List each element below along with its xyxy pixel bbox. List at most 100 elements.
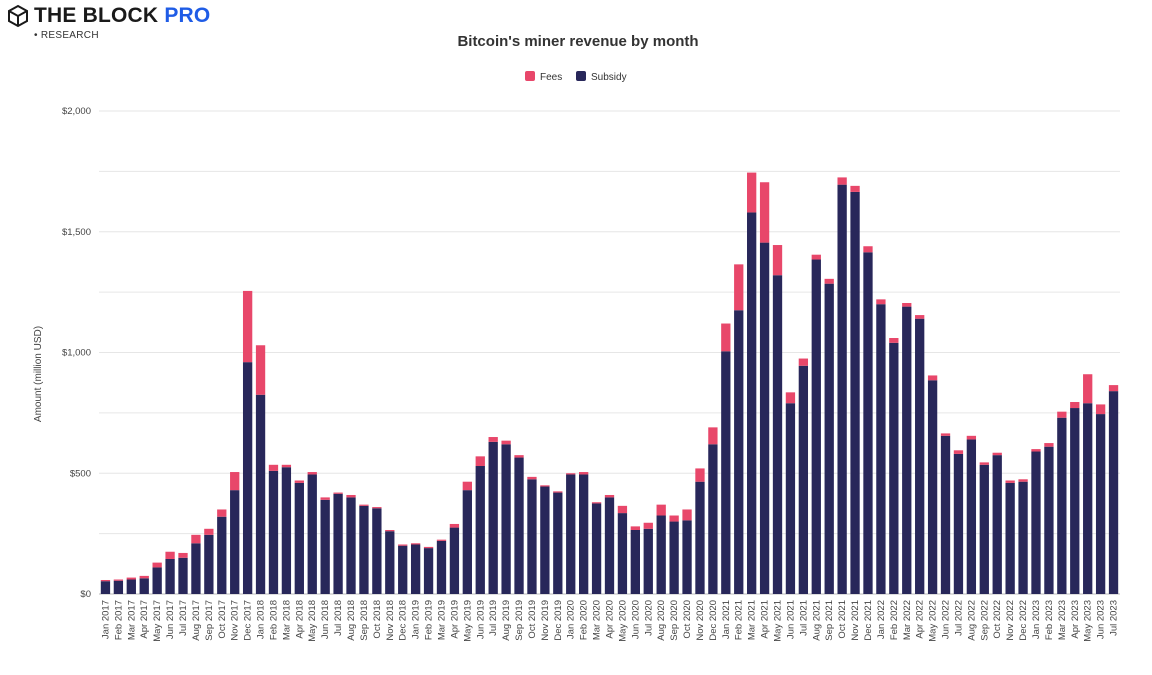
- bar-fees[interactable]: [876, 299, 886, 305]
- bar-subsidy[interactable]: [359, 505, 369, 594]
- bar-subsidy[interactable]: [837, 184, 847, 594]
- bar-fees[interactable]: [527, 476, 537, 480]
- bar-subsidy[interactable]: [1018, 481, 1028, 594]
- bar-fees[interactable]: [902, 302, 912, 307]
- bar-subsidy[interactable]: [320, 499, 330, 594]
- bar-fees[interactable]: [1108, 385, 1119, 392]
- bar-subsidy[interactable]: [436, 540, 447, 594]
- bar-subsidy[interactable]: [217, 516, 227, 594]
- bar-subsidy[interactable]: [152, 567, 162, 594]
- bar-subsidy[interactable]: [915, 318, 925, 594]
- bar-subsidy[interactable]: [1005, 482, 1015, 594]
- legend-swatch-subsidy[interactable]: [576, 71, 586, 81]
- bar-fees[interactable]: [811, 254, 821, 260]
- bar-fees[interactable]: [553, 491, 563, 493]
- bar-fees[interactable]: [100, 579, 111, 582]
- bar-fees[interactable]: [242, 290, 253, 363]
- bar-subsidy[interactable]: [527, 479, 537, 594]
- bar-fees[interactable]: [152, 562, 162, 568]
- legend-swatch-fees[interactable]: [525, 71, 535, 81]
- bar-subsidy[interactable]: [462, 490, 472, 594]
- bar-fees[interactable]: [850, 185, 860, 192]
- bar-fees[interactable]: [423, 546, 434, 549]
- bar-subsidy[interactable]: [953, 453, 964, 594]
- bar-subsidy[interactable]: [992, 455, 1002, 594]
- bar-subsidy[interactable]: [372, 508, 382, 594]
- bar-subsidy[interactable]: [824, 283, 834, 594]
- bar-subsidy[interactable]: [927, 380, 938, 594]
- bar-fees[interactable]: [798, 358, 809, 366]
- bar-subsidy[interactable]: [514, 457, 524, 594]
- bar-subsidy[interactable]: [178, 557, 188, 594]
- bar-fees[interactable]: [1070, 402, 1080, 409]
- bar-fees[interactable]: [979, 462, 989, 465]
- bar-subsidy[interactable]: [333, 493, 343, 594]
- bar-fees[interactable]: [410, 543, 421, 545]
- bar-fees[interactable]: [514, 455, 524, 458]
- bar-fees[interactable]: [398, 544, 408, 546]
- bar-subsidy[interactable]: [798, 365, 809, 594]
- bar-subsidy[interactable]: [708, 444, 718, 594]
- bar-fees[interactable]: [372, 507, 382, 509]
- bar-fees[interactable]: [656, 504, 666, 516]
- bar-fees[interactable]: [682, 509, 692, 521]
- bar-subsidy[interactable]: [695, 481, 705, 594]
- legend-label-subsidy[interactable]: Subsidy: [591, 72, 627, 83]
- bar-fees[interactable]: [126, 577, 136, 580]
- bar-fees[interactable]: [475, 456, 485, 467]
- bar-fees[interactable]: [992, 452, 1002, 456]
- bar-subsidy[interactable]: [902, 306, 912, 594]
- bar-subsidy[interactable]: [281, 467, 292, 594]
- bar-subsidy[interactable]: [268, 470, 279, 594]
- bar-subsidy[interactable]: [346, 497, 356, 594]
- bar-fees[interactable]: [927, 375, 938, 381]
- bar-fees[interactable]: [940, 433, 951, 436]
- bar-fees[interactable]: [268, 464, 279, 471]
- bar-subsidy[interactable]: [734, 310, 744, 594]
- bar-subsidy[interactable]: [255, 394, 266, 594]
- bar-subsidy[interactable]: [410, 544, 421, 594]
- bar-subsidy[interactable]: [191, 543, 201, 594]
- bar-subsidy[interactable]: [889, 342, 899, 594]
- legend-label-fees[interactable]: Fees: [540, 72, 562, 83]
- bar-subsidy[interactable]: [850, 191, 860, 594]
- bar-fees[interactable]: [165, 551, 175, 559]
- bar-fees[interactable]: [630, 526, 641, 531]
- bar-subsidy[interactable]: [979, 464, 989, 594]
- bar-fees[interactable]: [578, 472, 589, 475]
- bar-fees[interactable]: [139, 575, 149, 579]
- bar-subsidy[interactable]: [617, 513, 628, 594]
- bar-subsidy[interactable]: [1057, 417, 1067, 594]
- bar-subsidy[interactable]: [811, 259, 821, 594]
- bar-fees[interactable]: [772, 245, 783, 276]
- bar-subsidy[interactable]: [398, 545, 408, 594]
- bar-subsidy[interactable]: [488, 441, 498, 594]
- bar-fees[interactable]: [113, 579, 124, 581]
- bar-subsidy[interactable]: [747, 212, 757, 594]
- bar-fees[interactable]: [824, 278, 834, 284]
- bar-subsidy[interactable]: [449, 527, 460, 594]
- bar-fees[interactable]: [294, 480, 304, 483]
- bar-subsidy[interactable]: [423, 548, 434, 594]
- bar-subsidy[interactable]: [165, 558, 175, 594]
- bar-subsidy[interactable]: [1031, 451, 1041, 594]
- bar-subsidy[interactable]: [553, 492, 563, 594]
- bar-fees[interactable]: [915, 315, 925, 319]
- bar-subsidy[interactable]: [682, 520, 692, 594]
- bar-subsidy[interactable]: [307, 474, 317, 594]
- bar-subsidy[interactable]: [566, 474, 576, 594]
- bar-subsidy[interactable]: [1070, 408, 1080, 594]
- bar-fees[interactable]: [1083, 374, 1093, 404]
- bar-fees[interactable]: [359, 504, 369, 506]
- bar-fees[interactable]: [281, 464, 292, 468]
- bar-fees[interactable]: [307, 472, 317, 475]
- bar-subsidy[interactable]: [578, 474, 589, 594]
- bar-fees[interactable]: [889, 338, 899, 343]
- bar-fees[interactable]: [230, 472, 240, 491]
- bar-fees[interactable]: [462, 481, 472, 491]
- bar-fees[interactable]: [617, 505, 628, 514]
- bar-subsidy[interactable]: [966, 439, 977, 594]
- bar-fees[interactable]: [669, 515, 679, 522]
- bar-fees[interactable]: [863, 246, 873, 253]
- bar-fees[interactable]: [204, 528, 214, 535]
